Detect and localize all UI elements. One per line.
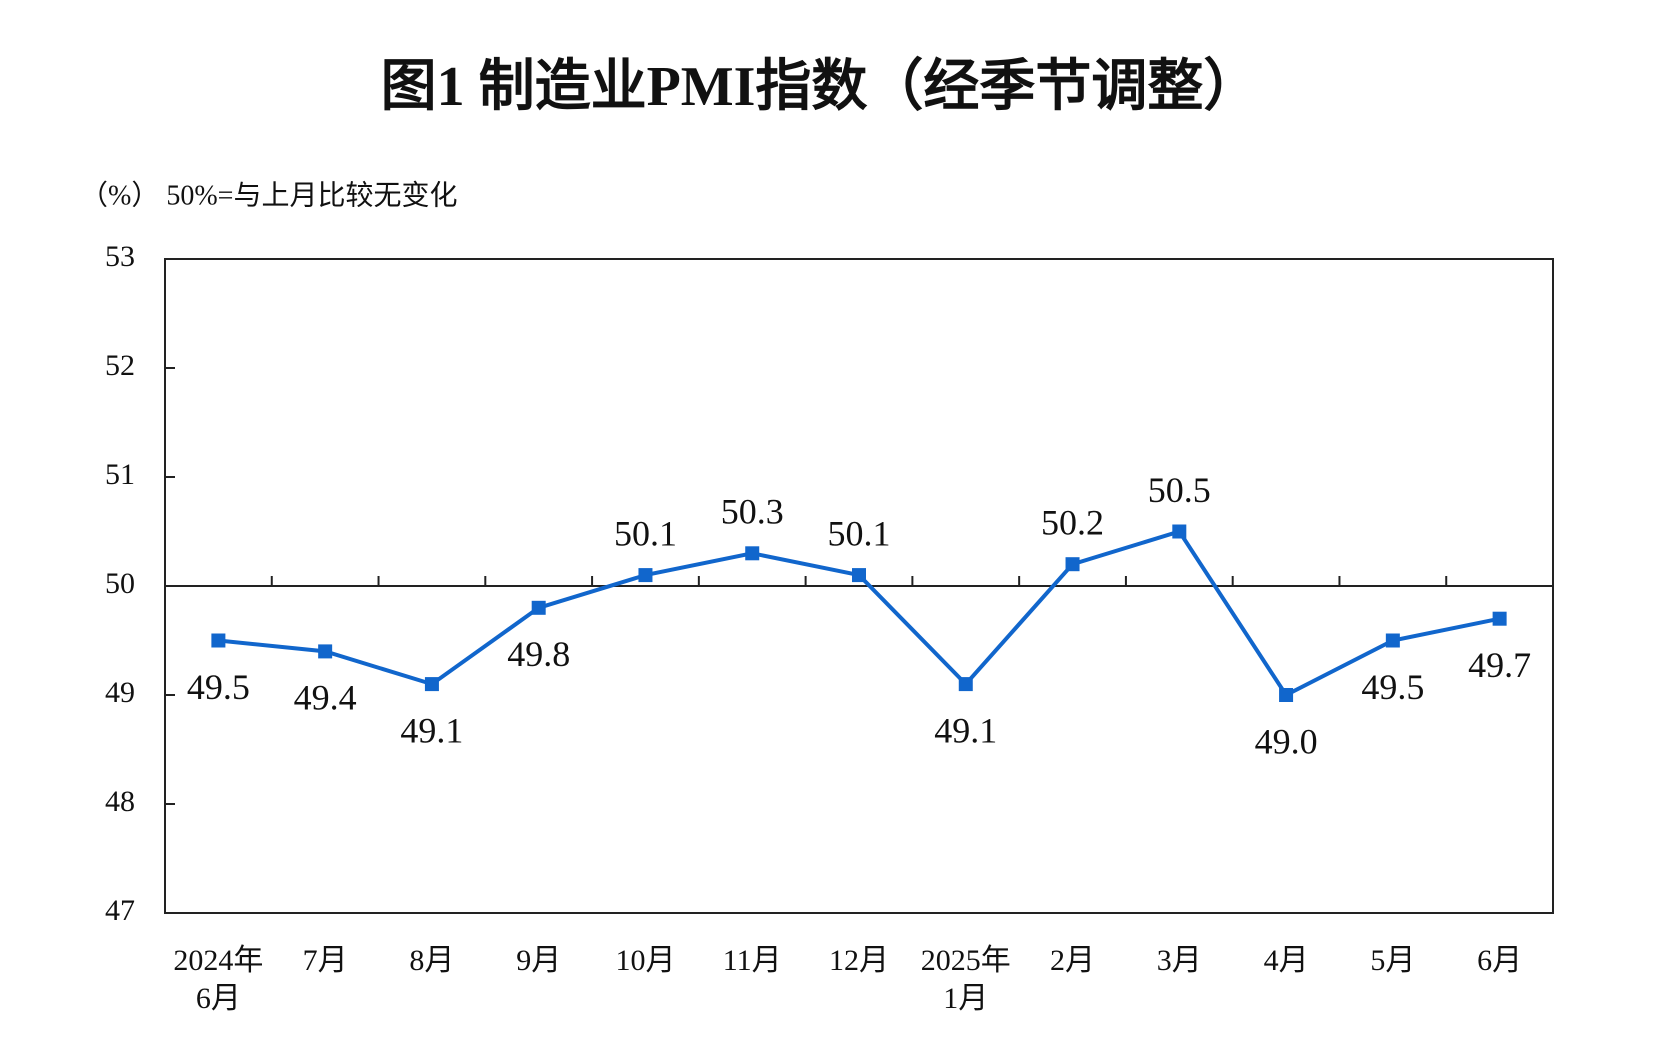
data-label: 49.1 bbox=[934, 710, 997, 750]
point bbox=[211, 633, 226, 648]
x-tick-label: 2024年 6月 bbox=[173, 944, 263, 1015]
x-tick-label: 12月 bbox=[829, 944, 889, 977]
x-tick-label: 10月 bbox=[615, 944, 675, 977]
x-tick-label: 6月 bbox=[1477, 944, 1522, 977]
x-tick-label: 2025年 1月 bbox=[921, 944, 1011, 1015]
data-label: 50.5 bbox=[1148, 470, 1211, 510]
x-tick-label: 7月 bbox=[303, 944, 348, 977]
point bbox=[1065, 557, 1080, 572]
point bbox=[638, 568, 653, 583]
data-label: 49.5 bbox=[1361, 667, 1424, 707]
x-tick-label: 4月 bbox=[1264, 944, 1309, 977]
data-label: 49.7 bbox=[1468, 645, 1531, 685]
point bbox=[318, 644, 333, 659]
data-label: 49.4 bbox=[294, 678, 357, 718]
data-label: 50.2 bbox=[1041, 502, 1104, 542]
point bbox=[1279, 688, 1294, 702]
point bbox=[424, 677, 439, 692]
chart-subtitle: （%） 50%=与上月比较无变化 bbox=[80, 179, 457, 211]
point bbox=[852, 568, 866, 583]
point bbox=[1492, 611, 1507, 626]
x-tick-label: 9月 bbox=[516, 944, 561, 977]
data-label: 49.5 bbox=[187, 667, 250, 707]
x-tick-label: 11月 bbox=[723, 944, 782, 977]
point bbox=[1385, 633, 1400, 648]
point bbox=[531, 600, 546, 615]
point bbox=[958, 677, 973, 692]
data-label: 49.8 bbox=[507, 634, 570, 674]
series-line bbox=[218, 529, 1501, 698]
x-tick-label: 3月 bbox=[1157, 944, 1202, 977]
data-label: 50.1 bbox=[828, 513, 891, 553]
y-tick-label: 47 bbox=[105, 894, 135, 927]
point bbox=[745, 546, 760, 561]
data-label: 50.3 bbox=[721, 492, 784, 532]
data-label: 49.1 bbox=[400, 710, 463, 750]
y-tick-label: 49 bbox=[105, 676, 135, 709]
y-tick-label: 52 bbox=[105, 349, 135, 382]
point bbox=[1172, 524, 1187, 539]
chart-title: 图1 制造业PMI指数（经季节调整） bbox=[381, 55, 1260, 118]
data-label: 50.1 bbox=[614, 513, 677, 553]
x-tick-label: 5月 bbox=[1370, 944, 1415, 977]
x-tick-label: 8月 bbox=[409, 944, 454, 977]
y-tick-label: 53 bbox=[105, 240, 135, 273]
x-tick-label: 2月 bbox=[1050, 944, 1095, 977]
y-tick-label: 51 bbox=[105, 458, 135, 491]
y-tick-label: 50 bbox=[105, 567, 135, 600]
y-tick-label: 48 bbox=[105, 785, 135, 818]
data-label: 49.0 bbox=[1255, 721, 1318, 761]
